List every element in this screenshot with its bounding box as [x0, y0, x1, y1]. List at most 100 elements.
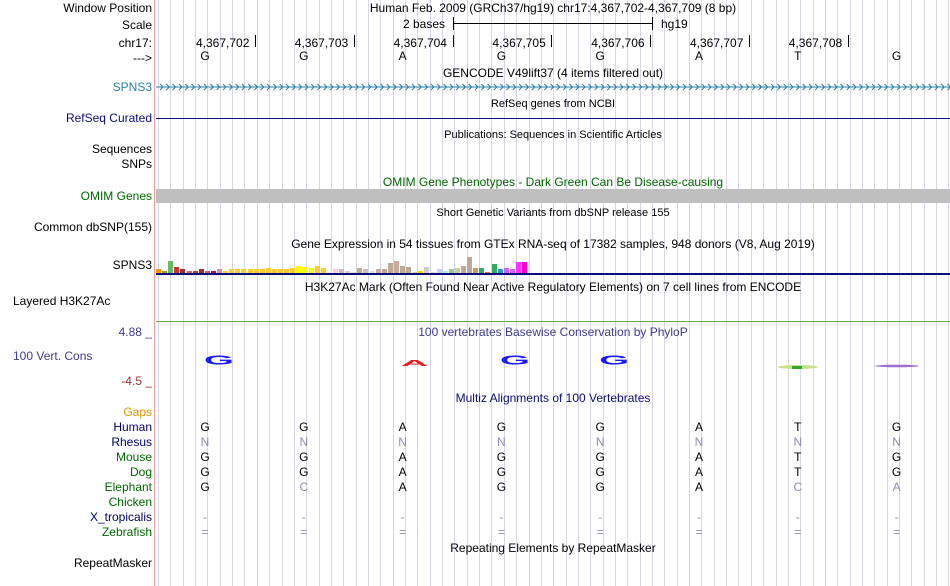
gtex-tissue-bar[interactable] [296, 265, 302, 273]
species-label-mouse[interactable]: Mouse [115, 450, 152, 464]
gtex-tissue-bar[interactable] [180, 269, 186, 273]
gtex-tissue-bar[interactable] [320, 268, 326, 273]
gtex-tissue-bar[interactable] [448, 269, 454, 273]
phylop-label[interactable]: 100 Vert. Cons [13, 349, 93, 363]
gtex-tissue-bar[interactable] [192, 270, 198, 273]
refseq-gene-line[interactable] [156, 118, 950, 119]
publications-label-sequences[interactable]: Sequences [91, 142, 152, 156]
species-label-rhesus[interactable]: Rhesus [111, 435, 152, 449]
gtex-tissue-bar[interactable] [271, 269, 277, 273]
gtex-tissue-bar[interactable] [381, 269, 387, 273]
strand-chevron [342, 83, 347, 91]
gtex-tissue-bar[interactable] [332, 269, 338, 273]
gtex-tissue-bar[interactable] [259, 269, 265, 273]
gtex-tissue-bar[interactable] [156, 269, 161, 273]
gtex-tissue-bar[interactable] [369, 270, 375, 273]
h3k27ac-label[interactable]: Layered H3K27Ac [13, 294, 111, 308]
gtex-tissue-bar[interactable] [217, 269, 222, 273]
gtex-tissue-bar[interactable] [491, 264, 497, 273]
gtex-tissue-bar[interactable] [168, 260, 174, 273]
gtex-tissue-bar[interactable] [503, 268, 509, 273]
strand-chevron [518, 83, 523, 91]
refseq-label[interactable]: RefSeq Curated [65, 111, 152, 125]
species-label-dog[interactable]: Dog [129, 465, 152, 479]
gtex-tissue-bar[interactable] [393, 260, 399, 273]
gtex-tissue-bar[interactable] [522, 261, 527, 273]
gtex-tissue-bar[interactable] [235, 269, 241, 273]
strand-chevron [329, 83, 334, 91]
phylop-logo[interactable]: G A G G [156, 346, 950, 376]
gtex-tissue-bar[interactable] [424, 266, 430, 273]
gtex-tissue-bar[interactable] [302, 266, 308, 273]
strand-chevron [915, 83, 920, 91]
species-label-chicken[interactable]: Chicken [108, 495, 152, 509]
gtex-tissue-bar[interactable] [412, 271, 418, 273]
alignment-base: = [201, 525, 209, 539]
strand-chevron [222, 83, 227, 91]
gtex-tissue-bar[interactable] [223, 270, 229, 273]
gtex-bar-chart[interactable] [156, 252, 536, 273]
gtex-tissue-bar[interactable] [290, 268, 296, 273]
gtex-tissue-bar[interactable] [174, 266, 180, 273]
gtex-tissue-bar[interactable] [314, 265, 320, 273]
strand-chevron [909, 83, 914, 91]
gtex-tissue-bar[interactable] [247, 269, 253, 273]
gtex-label[interactable]: SPNS3 [112, 258, 152, 272]
gtex-tissue-bar[interactable] [278, 269, 283, 273]
gtex-tissue-bar[interactable] [406, 266, 412, 273]
gtex-tissue-bar[interactable] [339, 269, 344, 273]
gtex-tissue-bar[interactable] [467, 257, 473, 273]
species-label-zebrafish[interactable]: Zebrafish [101, 525, 152, 539]
gtex-tissue-bar[interactable] [326, 271, 332, 273]
multiz-title: Multiz Alignments of 100 Vertebrates [455, 391, 651, 405]
gtex-tissue-bar[interactable] [497, 269, 503, 273]
gtex-tissue-bar[interactable] [265, 268, 271, 273]
omim-label[interactable]: OMIM Genes [80, 189, 152, 203]
gtex-tissue-bar[interactable] [351, 271, 357, 273]
sequence-base: A [398, 49, 407, 63]
species-label-x-tropicalis[interactable]: X_tropicalis [89, 510, 152, 524]
gtex-tissue-bar[interactable] [253, 269, 259, 273]
gtex-tissue-bar[interactable] [418, 270, 424, 273]
gtex-tissue-bar[interactable] [436, 269, 442, 273]
gtex-tissue-bar[interactable] [454, 268, 460, 273]
strand-chevron [436, 83, 441, 91]
alignment-base: G [200, 420, 210, 434]
gtex-tissue-bar[interactable] [479, 268, 485, 273]
strand-chevron [172, 83, 177, 91]
gtex-tissue-bar[interactable] [400, 265, 405, 273]
species-label-elephant[interactable]: Elephant [104, 480, 152, 494]
gtex-tissue-bar[interactable] [210, 270, 216, 273]
gtex-tissue-bar[interactable] [442, 270, 448, 273]
gtex-tissue-bar[interactable] [229, 269, 235, 273]
gtex-tissue-bar[interactable] [345, 270, 351, 273]
gtex-tissue-bar[interactable] [485, 271, 491, 273]
omim-feature-block[interactable] [156, 189, 950, 203]
gtex-tissue-bar[interactable] [375, 269, 381, 273]
gtex-tissue-bar[interactable] [204, 270, 210, 273]
gencode-gene-feature[interactable] [156, 80, 950, 94]
gtex-tissue-bar[interactable] [357, 268, 363, 273]
gtex-tissue-bar[interactable] [186, 270, 192, 273]
gtex-tissue-bar[interactable] [461, 265, 466, 273]
gencode-label[interactable]: SPNS3 [112, 80, 152, 94]
repeatmasker-label[interactable]: RepeatMasker [73, 556, 152, 570]
strand-chevron [525, 83, 530, 91]
gtex-tissue-bar[interactable] [473, 268, 479, 273]
phylop-base-g8 [875, 364, 919, 368]
dbsnp-title: Short Genetic Variants from dbSNP releas… [436, 207, 670, 219]
publications-label-snps[interactable]: SNPs [121, 157, 152, 171]
multiz-gaps-label[interactable]: Gaps [123, 405, 152, 419]
gtex-tissue-bar[interactable] [308, 268, 314, 273]
gtex-tissue-bar[interactable] [198, 269, 204, 273]
gtex-tissue-bar[interactable] [515, 261, 521, 273]
gtex-tissue-bar[interactable] [509, 269, 515, 273]
gtex-tissue-bar[interactable] [430, 271, 436, 273]
gtex-tissue-bar[interactable] [162, 270, 168, 273]
dbsnp-label[interactable]: Common dbSNP(155) [33, 220, 152, 234]
species-label-human[interactable]: Human [113, 420, 152, 434]
gtex-tissue-bar[interactable] [284, 269, 290, 273]
gtex-tissue-bar[interactable] [241, 269, 247, 273]
gtex-tissue-bar[interactable] [387, 263, 393, 273]
gtex-tissue-bar[interactable] [363, 269, 369, 273]
